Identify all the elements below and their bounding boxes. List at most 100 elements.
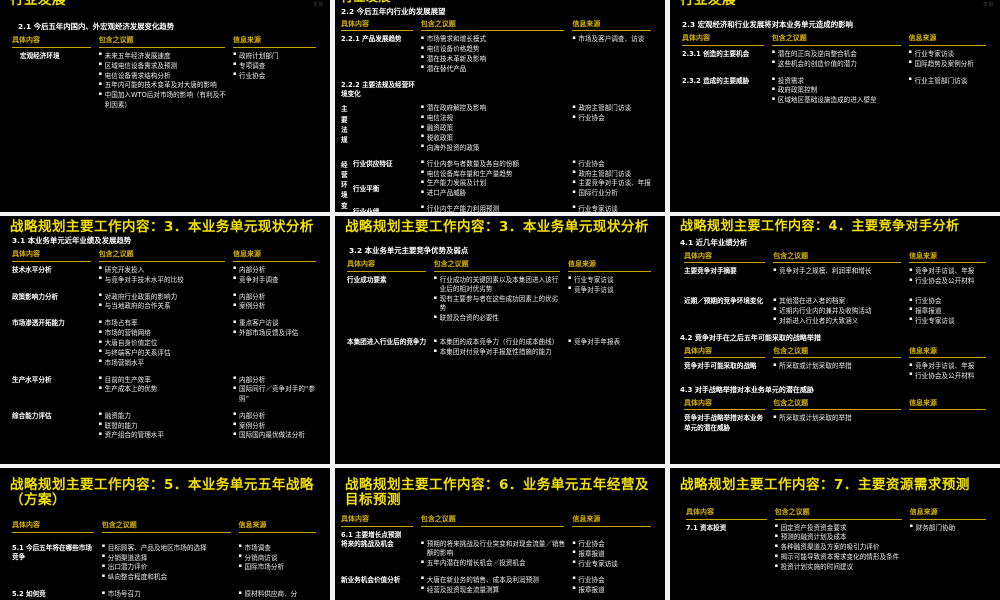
col-header-detail: 具体内容 bbox=[12, 35, 91, 48]
slide-2-2[interactable]: 行业发展 2.2 今后五年内行业的发展展望 具体内容 包含之议题 信息来源 2.… bbox=[335, 0, 665, 212]
list-item: 潜在的正向及逆向整合机会 bbox=[772, 49, 904, 59]
list-item: 中国加入WTO后对市场的影响（有利及不利因素） bbox=[99, 91, 228, 110]
list-item: 竞争对手访谈 bbox=[568, 285, 654, 295]
row-sources: 财务部门协助 bbox=[910, 523, 994, 573]
row-topics: 融资能力 联盟的能力 资产组合的管理水平 bbox=[99, 411, 233, 442]
row-sources: 行业协会 报章报道 行业专家访谈 bbox=[909, 296, 994, 327]
row-label: 生产水平分析 bbox=[12, 375, 52, 384]
list-item: 五年内潜在的增长机会／投资机会 bbox=[421, 559, 568, 568]
list-item: 其他潜在进入者的档案 bbox=[773, 296, 904, 306]
row-sources: 行业协会 报章报道 行业专家访谈 bbox=[572, 540, 659, 570]
row-sources: 原材料供应商、分 bbox=[239, 590, 324, 600]
col-header-detail: 具体内容 bbox=[341, 514, 413, 527]
page-marker: 年报 bbox=[982, 2, 994, 8]
list-item: 所采取或计划采取的举措 bbox=[773, 414, 904, 423]
list-item: 预期的将来挑战及行业突变和对现金流量／销售额的影响 bbox=[421, 540, 568, 559]
row-sources: 竞争对手访谈、年报 行业协会及公开材料 bbox=[909, 267, 994, 287]
row-topics: 其他潜在进入者的档案 近期内行业内的兼并及收购活动 对新进入行业者的大致涵义 bbox=[773, 296, 909, 327]
list-item: 行业专家访谈 bbox=[909, 316, 989, 326]
list-item: 投资计划实施的时间建议 bbox=[775, 563, 905, 572]
list-item: 对政府行业政策的影响力 bbox=[99, 292, 228, 302]
content-table: 具体内容 包含之议题 信息来源 宏观经济环境 未来五年经济发展速度 区域电信设备… bbox=[0, 35, 330, 110]
slide-footer bbox=[670, 208, 1000, 212]
list-item: 原材料供应商、分 bbox=[239, 590, 319, 599]
list-item: 行业协会 bbox=[572, 114, 654, 123]
list-item: 行业专家访谈 bbox=[572, 559, 654, 569]
slide-2-3[interactable]: 年报 行业发展 2.3 宏观经济和行业发展将对本业务单元造成的影响 具体内容 包… bbox=[670, 0, 1000, 212]
row-label: 7.1 资本投资 bbox=[686, 523, 727, 532]
row-spacer bbox=[12, 369, 324, 376]
row-spacer bbox=[12, 405, 324, 412]
list-item: 分销商访谈 bbox=[239, 553, 319, 563]
list-item: 目标顾客、产品及地区市场的选择 bbox=[102, 543, 234, 553]
list-item: 生产能力发展及计划 bbox=[421, 179, 568, 188]
list-item: 案例分析 bbox=[233, 302, 319, 311]
list-item: 向海外投资的政策 bbox=[421, 143, 568, 153]
slide-3-2[interactable]: 战略规划主要工作内容：3．本业务单元现状分析 3.2 本业务单元主要竞争优势及弱… bbox=[335, 216, 665, 464]
col-header-topics: 包含之议题 bbox=[773, 398, 902, 411]
row-sources: 竞争对手年报表 bbox=[568, 338, 659, 358]
col-header-detail: 具体内容 bbox=[682, 33, 764, 46]
col-header-sources: 信息来源 bbox=[908, 33, 986, 46]
row-sources: 行业专家访谈 国际趋势及案例分析 bbox=[909, 49, 994, 70]
slide-4[interactable]: 战略规划主要工作内容：4．主要竞争对手分析 4.1 近几年业绩分析 具体内容 包… bbox=[670, 216, 1000, 464]
list-item: 资产组合的管理水平 bbox=[99, 431, 228, 440]
list-item: 电信设备需求结构分析 bbox=[99, 71, 228, 81]
content-table-3: 具体内容 包含之议题 信息来源 竞争对手战略举措对本业务单元的潜在威胁 所采取或… bbox=[670, 398, 1000, 433]
list-item: 重点客户访谈 bbox=[233, 319, 319, 328]
slide-3-1[interactable]: 战略规划主要工作内容：3．本业务单元现状分析 3.1 本业务单元近年业绩及发展趋… bbox=[0, 216, 330, 464]
content-table: 具体内容 包含之议题 信息来源 技术水平分析 研究开发投入 与竞争对手技术水平的… bbox=[0, 249, 330, 441]
col-header-sources: 信息来源 bbox=[909, 398, 986, 411]
slide-2-1[interactable]: 年报 行业发展 2.1 今后五年内国内、外宏观经济发展变化趋势 具体内容 包含之… bbox=[0, 0, 330, 212]
list-item: 分销渠道选择 bbox=[102, 553, 234, 563]
list-item: 行业协会 bbox=[572, 159, 654, 169]
list-item: 市场及客户调查、访谈 bbox=[572, 35, 654, 44]
slide-title: 行业发展 bbox=[680, 0, 736, 8]
list-item: 行业成功的关键因素以及本集团进入该行业后的相对优劣势 bbox=[434, 275, 563, 295]
col-header-detail: 具体内容 bbox=[12, 249, 91, 262]
list-item: 大唐自身价值定位 bbox=[99, 338, 228, 348]
list-item: 市场需求和增长模式 bbox=[421, 35, 568, 44]
col-header-sources: 信息来源 bbox=[909, 346, 986, 359]
list-item: 专项调查 bbox=[233, 61, 319, 71]
list-item: 行业协会 bbox=[572, 575, 654, 585]
row-topics: 目标顾客、产品及地区市场的选择 分销渠道选择 出口潜力评价 纵向整合程度和机会 bbox=[102, 543, 239, 583]
row-topics-group: 行业内参与者数量及各自的份额 电信设备库存量和生产量趋势 生产能力发展及计划 进… bbox=[421, 154, 573, 212]
row-topics: 市场号召力 bbox=[102, 590, 239, 600]
row-sources: 市场及客户调查、访谈 bbox=[572, 35, 659, 74]
row-label: 市场渗透开拓能力 bbox=[12, 319, 65, 328]
list-item: 市场占有率 bbox=[99, 319, 228, 328]
list-item: 国际国内最优做法分析 bbox=[233, 431, 319, 440]
col-header-sources: 信息来源 bbox=[572, 19, 651, 32]
col-header-sources: 信息来源 bbox=[572, 514, 651, 527]
slide-7[interactable]: 战略规划主要工作内容：7．主要资源需求预测 具体内容 包含之议题 信息来源 7.… bbox=[670, 468, 1000, 600]
vertical-label-wrap: 经营环境变化 行业供应特征 行业平衡 行业业绩 bbox=[341, 154, 421, 212]
row-topics: 所采取或计划采取的举措 bbox=[773, 362, 909, 382]
row-sources: 内部分析 案例分析 bbox=[233, 292, 324, 313]
row-sources: 政府计划部门 专项调查 行业协会 bbox=[233, 51, 324, 111]
content-table: 具体内容 包含之议题 信息来源 7.1 资本投资 固定资产投资资金要求 预测的融… bbox=[670, 493, 1000, 573]
slide-title: 战略规划主要工作内容：3．本业务单元现状分析 bbox=[345, 219, 649, 235]
list-item: 内部分析 bbox=[233, 411, 319, 421]
row-label: 主要竞争对手摘要 bbox=[684, 267, 737, 276]
row-topics: 投资需求 政府政策控制 区域地区基础设施造成的进入壁垒 bbox=[772, 76, 909, 107]
row-sources-group: 行业协会 政府主管部门访谈 主要竞争对手访谈、年报 国际行业分析 行业专家访谈 … bbox=[572, 154, 659, 212]
row-topics: 预期的将来挑战及行业突变和对现金流量／销售额的影响 五年内潜在的增长机会／投资机… bbox=[421, 540, 573, 570]
row-label: 将来的挑战及机会 bbox=[341, 540, 394, 549]
list-item: 国际趋势及案例分析 bbox=[909, 59, 989, 69]
list-item: 电信设备库存量和生产量趋势 bbox=[421, 169, 568, 179]
row-label: 2.2.1 产品发展趋势 bbox=[341, 35, 402, 44]
list-item: 这些机会的创造价值的潜力 bbox=[772, 59, 904, 69]
list-item: 电信法规 bbox=[421, 114, 568, 123]
col-header-topics: 包含之议题 bbox=[774, 507, 902, 520]
row-topics: 竞争对手之规模、利润率和增长 bbox=[773, 267, 909, 287]
list-item: 政府主管部门访谈 bbox=[572, 169, 654, 179]
section-heading: 4.1 近几年业绩分析 bbox=[680, 237, 748, 247]
row-sources: 内部分析 国际同行／竞争对手的“参照” bbox=[233, 375, 324, 405]
list-item: 竞争对手之规模、利润率和增长 bbox=[773, 267, 904, 276]
slide-5[interactable]: 战略规划主要工作内容：5．本业务单元五年战略（方案） 具体内容 包含之议题 信息… bbox=[0, 468, 330, 600]
content-table: 具体内容 包含之议题 信息来源 2.2.1 产品发展趋势 市场需求和增长模式 电… bbox=[335, 19, 665, 212]
row-spacer bbox=[682, 70, 994, 77]
slide-6[interactable]: 战略规划主要工作内容：6．业务单元五年经营及目标预测 具体内容 包含之议题 信息… bbox=[335, 468, 665, 600]
list-item: 进口产品威胁 bbox=[421, 189, 568, 198]
